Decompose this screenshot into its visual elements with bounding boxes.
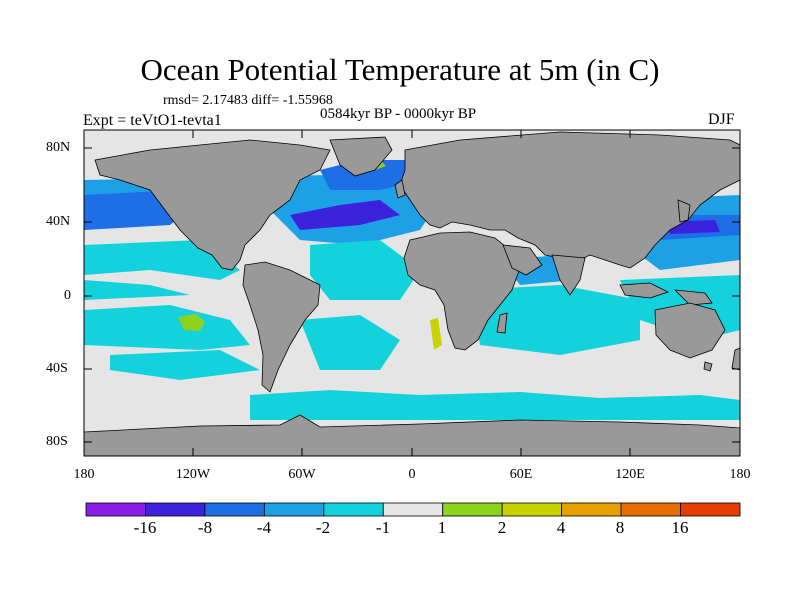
lat-label-80n: 80N — [46, 140, 71, 155]
colorbar-label: -16 — [133, 518, 157, 537]
colorbar-swatch — [85, 502, 146, 517]
stats-line: rmsd= 2.17483 diff= -1.55968 — [163, 93, 333, 108]
colorbar-swatch — [145, 502, 206, 517]
colorbar-label: 2 — [497, 518, 507, 537]
colorbar-label: -8 — [197, 518, 213, 537]
colorbar-swatch — [323, 502, 384, 517]
lat-label-40n: 40N — [46, 214, 71, 229]
lon-label-180w: 180 — [73, 467, 95, 482]
lat-label-80s: 80S — [46, 434, 68, 449]
lon-tick-marks — [192, 130, 631, 456]
colorbar-label: 16 — [671, 518, 689, 537]
lat-label-40s: 40S — [46, 361, 68, 376]
colorbar-swatch — [501, 502, 563, 517]
colorbar-swatch — [561, 502, 622, 517]
colorbar-swatch — [680, 502, 741, 517]
colorbar-label: -2 — [315, 518, 331, 537]
colorbar-swatch — [263, 502, 325, 517]
colorbar-swatch — [382, 502, 444, 517]
colorbar — [85, 502, 741, 517]
lat-tick-marks — [84, 147, 740, 443]
colorbar-label: -4 — [256, 518, 272, 537]
map-panel — [84, 130, 740, 456]
colorbar-label: -1 — [375, 518, 391, 537]
colorbar-label: 1 — [437, 518, 447, 537]
experiment-label: Expt = teVtO1-tevta1 — [83, 112, 222, 129]
colorbar-swatch — [442, 502, 503, 517]
figure-title: Ocean Potential Temperature at 5m (in C) — [140, 52, 660, 87]
period-label: 0584kyr BP - 0000kyr BP — [320, 106, 477, 122]
lat-label-0: 0 — [64, 288, 71, 303]
land-masses — [84, 131, 740, 456]
lon-label-60w: 60W — [288, 467, 316, 482]
lon-label-120w: 120W — [175, 467, 211, 482]
colorbar-label: 8 — [615, 518, 625, 537]
colorbar-swatch — [620, 502, 681, 517]
lon-label-60e: 60E — [509, 467, 533, 482]
colorbar-swatch — [204, 502, 265, 517]
lon-label-120e: 120E — [615, 467, 645, 482]
lon-label-0: 0 — [408, 467, 416, 482]
colorbar-label: 4 — [556, 518, 566, 537]
season-label: DJF — [708, 111, 735, 128]
lon-label-180e: 180 — [729, 467, 751, 482]
